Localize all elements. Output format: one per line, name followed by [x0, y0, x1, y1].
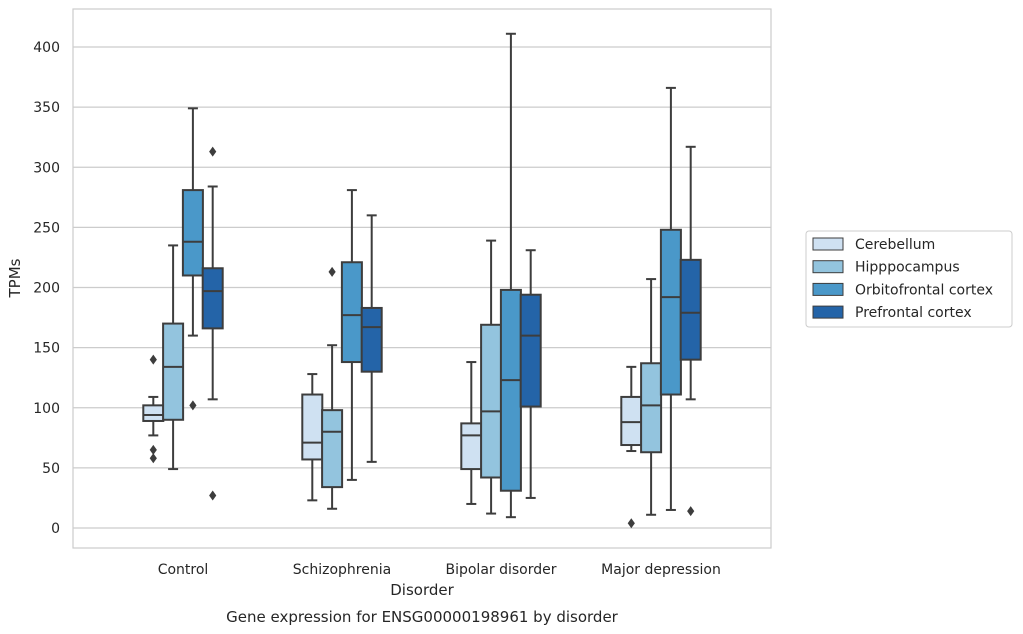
chart-caption: Gene expression for ENSG00000198961 by d… — [226, 608, 619, 626]
box — [201, 267, 224, 330]
box — [340, 261, 363, 364]
outlier-point — [209, 146, 217, 157]
box-plots — [142, 32, 702, 529]
outlier-point — [149, 444, 157, 455]
box — [301, 393, 324, 461]
box — [181, 189, 204, 277]
box — [480, 323, 503, 479]
legend-swatch — [812, 282, 844, 296]
box — [499, 288, 522, 492]
outlier-point — [328, 266, 336, 277]
box-plot — [142, 354, 165, 464]
legend-frame — [805, 230, 1013, 328]
box — [142, 404, 165, 422]
legend: Cerebellum Hipppocampus Orbitofrontal cort… — [805, 230, 1013, 328]
y-tick-label: 150 — [33, 341, 60, 357]
y-tick-label: 200 — [33, 281, 60, 297]
box-plot — [201, 146, 224, 501]
box — [162, 322, 185, 421]
x-tick-label: Bipolar disorder — [445, 562, 556, 578]
y-tick-label: 0 — [51, 521, 60, 537]
box — [679, 258, 702, 361]
legend-label: Cerebellum — [855, 237, 935, 253]
box-plot — [519, 249, 542, 499]
box — [519, 293, 542, 408]
outlier-point — [627, 518, 635, 529]
x-tick-label: Schizophrenia — [293, 562, 391, 578]
outlier-point — [149, 453, 157, 464]
y-tick-label: 350 — [33, 100, 60, 116]
y-axis-label: TPMs — [6, 258, 24, 298]
box-plot — [321, 266, 344, 510]
box — [460, 422, 483, 471]
box — [620, 395, 643, 447]
box — [321, 409, 344, 489]
y-tick-label: 400 — [33, 40, 60, 56]
box-plot — [162, 244, 185, 471]
legend-swatch — [812, 237, 844, 251]
box-plot — [460, 361, 483, 505]
legend-label: Orbitofrontal cortex — [855, 282, 993, 298]
legend-swatch — [812, 305, 844, 319]
legend-entries: Cerebellum Hipppocampus Orbitofrontal cort… — [812, 237, 993, 321]
x-tick-labels: Control Schizophrenia Bipolar disorder Majo… — [158, 562, 721, 578]
x-tick-label: Control — [158, 562, 209, 578]
y-tick-labels: 0 50 100 150 200 250 300 350 400 — [33, 40, 60, 537]
outlier-point — [189, 400, 197, 411]
y-tick-label: 100 — [33, 401, 60, 417]
outlier-point — [209, 490, 217, 501]
box-plot — [679, 145, 702, 517]
outlier-point — [687, 506, 695, 517]
legend-swatch — [812, 260, 844, 274]
box-plot — [340, 189, 363, 481]
box-plot — [499, 32, 522, 519]
y-tick-label: 250 — [33, 220, 60, 236]
x-tick-label: Major depression — [601, 562, 721, 578]
box-plot — [181, 107, 204, 411]
box — [640, 362, 663, 454]
outlier-point — [149, 354, 157, 365]
box-plot — [620, 365, 643, 529]
y-tick-label: 50 — [42, 461, 60, 477]
box — [360, 306, 383, 373]
legend-label: Prefrontal cortex — [855, 305, 972, 321]
x-axis-label: Disorder — [390, 581, 454, 599]
box-plot — [659, 86, 682, 511]
box — [659, 228, 682, 396]
y-tick-label: 300 — [33, 160, 60, 176]
box-plot — [640, 278, 663, 516]
legend-label: Hipppocampus — [855, 260, 960, 276]
box-plot — [360, 214, 383, 463]
grid-lines — [73, 46, 771, 529]
